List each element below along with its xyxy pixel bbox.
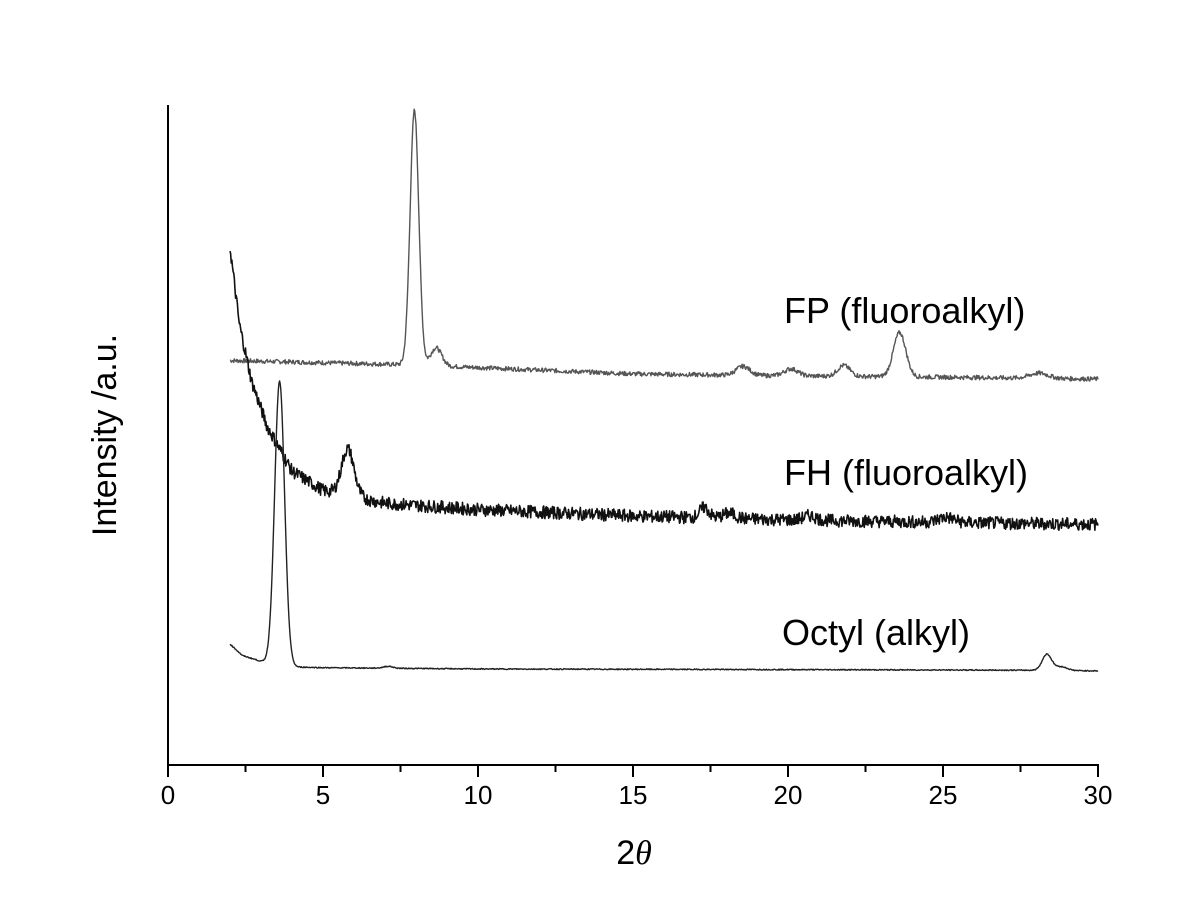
x-axis-title: 2θ [616,834,652,872]
x-tick-label-5: 5 [316,780,330,810]
x-tick-label-30: 30 [1084,780,1113,810]
x-axis-title-number: 2 [616,834,635,872]
series-label-fp: FP (fluoroalkyl) [784,290,1025,331]
series-label-fh: FH (fluoroalkyl) [784,452,1028,493]
series-line-fh [229,250,1099,531]
x-tick-label-0: 0 [161,780,175,810]
curves-group [229,108,1099,672]
series-label-octyl: Octyl (alkyl) [782,612,970,653]
x-tick-label-20: 20 [774,780,803,810]
series-line-fp [229,108,1099,382]
y-axis-title: Intensity /a.u. [86,334,124,536]
x-ticks-group: 0 5 10 15 20 25 30 [161,765,1113,810]
x-axis-title-symbol: θ [635,835,652,872]
x-tick-label-15: 15 [619,780,648,810]
x-tick-label-10: 10 [464,780,493,810]
series-line-octyl [229,380,1099,672]
x-tick-label-25: 25 [929,780,958,810]
